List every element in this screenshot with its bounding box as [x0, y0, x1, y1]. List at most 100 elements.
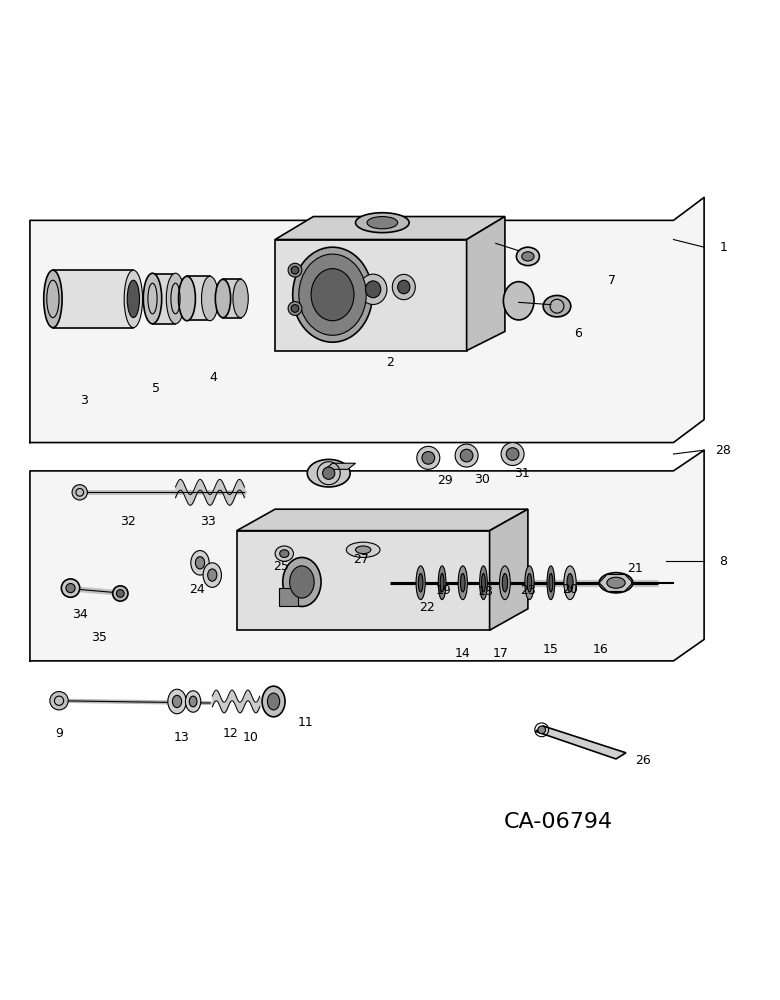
Ellipse shape — [292, 247, 372, 342]
Circle shape — [112, 586, 128, 601]
Circle shape — [422, 452, 434, 464]
Ellipse shape — [356, 213, 410, 233]
Text: 19: 19 — [436, 584, 452, 597]
Ellipse shape — [440, 574, 444, 592]
Text: 6: 6 — [574, 327, 582, 340]
Polygon shape — [279, 588, 298, 606]
Ellipse shape — [166, 273, 185, 324]
Text: 1: 1 — [719, 241, 727, 254]
Ellipse shape — [144, 273, 161, 324]
Ellipse shape — [567, 574, 573, 592]
Polygon shape — [187, 276, 210, 320]
Ellipse shape — [262, 686, 285, 717]
Ellipse shape — [280, 550, 289, 557]
Text: 12: 12 — [223, 727, 239, 740]
Circle shape — [66, 584, 75, 593]
Text: 25: 25 — [273, 560, 289, 573]
Ellipse shape — [502, 574, 508, 592]
Ellipse shape — [516, 247, 540, 266]
Text: 18: 18 — [478, 585, 494, 598]
Polygon shape — [325, 463, 356, 469]
Polygon shape — [237, 531, 490, 630]
Ellipse shape — [360, 274, 387, 304]
Text: 8: 8 — [719, 555, 727, 568]
Text: 30: 30 — [474, 473, 490, 486]
Circle shape — [417, 446, 440, 469]
Polygon shape — [223, 279, 240, 318]
Polygon shape — [490, 509, 528, 630]
Ellipse shape — [392, 274, 415, 300]
Ellipse shape — [481, 574, 485, 592]
Text: 2: 2 — [386, 356, 394, 369]
Circle shape — [116, 590, 124, 597]
Circle shape — [291, 305, 299, 312]
Circle shape — [455, 444, 478, 467]
Circle shape — [460, 449, 473, 462]
Ellipse shape — [366, 281, 381, 298]
Text: 17: 17 — [493, 647, 509, 660]
Ellipse shape — [525, 566, 534, 600]
Ellipse shape — [607, 577, 626, 588]
Ellipse shape — [289, 566, 314, 598]
Text: 7: 7 — [608, 274, 616, 287]
Ellipse shape — [275, 546, 293, 561]
Text: 26: 26 — [635, 754, 651, 767]
Ellipse shape — [599, 573, 633, 593]
Polygon shape — [30, 450, 704, 661]
Text: 15: 15 — [543, 643, 558, 656]
Text: 3: 3 — [80, 394, 87, 407]
Ellipse shape — [186, 691, 200, 712]
Ellipse shape — [233, 279, 248, 318]
Ellipse shape — [196, 557, 204, 569]
Polygon shape — [275, 240, 466, 351]
Text: 16: 16 — [593, 643, 608, 656]
Ellipse shape — [418, 574, 423, 592]
Polygon shape — [237, 509, 528, 531]
Ellipse shape — [215, 279, 231, 318]
Ellipse shape — [179, 276, 196, 321]
Text: 32: 32 — [120, 515, 136, 528]
Polygon shape — [53, 270, 133, 328]
Ellipse shape — [124, 270, 143, 328]
Ellipse shape — [458, 566, 467, 600]
Text: 33: 33 — [200, 515, 215, 528]
Ellipse shape — [438, 566, 446, 600]
Text: 10: 10 — [243, 731, 258, 744]
Ellipse shape — [460, 574, 465, 592]
Ellipse shape — [356, 546, 370, 554]
Circle shape — [62, 579, 80, 597]
Text: 9: 9 — [55, 727, 63, 740]
Ellipse shape — [201, 276, 218, 321]
Polygon shape — [275, 217, 505, 240]
Ellipse shape — [480, 566, 488, 600]
Ellipse shape — [367, 217, 398, 229]
Text: CA-06794: CA-06794 — [504, 812, 613, 832]
Ellipse shape — [311, 269, 354, 321]
Text: 24: 24 — [189, 583, 205, 596]
Ellipse shape — [522, 252, 534, 261]
Polygon shape — [153, 274, 176, 324]
Circle shape — [506, 448, 519, 460]
Ellipse shape — [503, 282, 534, 320]
Text: 27: 27 — [353, 553, 369, 566]
Ellipse shape — [44, 270, 62, 328]
Ellipse shape — [307, 459, 350, 487]
Ellipse shape — [168, 689, 186, 714]
Text: 21: 21 — [627, 562, 643, 575]
Text: 20: 20 — [562, 583, 578, 596]
Text: 34: 34 — [72, 608, 87, 621]
Ellipse shape — [203, 563, 222, 587]
Text: 4: 4 — [210, 371, 218, 384]
Ellipse shape — [299, 254, 367, 335]
Ellipse shape — [207, 569, 217, 581]
Circle shape — [288, 302, 302, 315]
Circle shape — [50, 692, 68, 710]
Text: 29: 29 — [438, 474, 453, 487]
Text: 13: 13 — [174, 731, 190, 744]
Ellipse shape — [543, 295, 571, 317]
Ellipse shape — [346, 542, 380, 557]
Text: 31: 31 — [514, 467, 530, 480]
Polygon shape — [536, 726, 626, 759]
Ellipse shape — [547, 566, 555, 600]
Ellipse shape — [398, 280, 410, 294]
